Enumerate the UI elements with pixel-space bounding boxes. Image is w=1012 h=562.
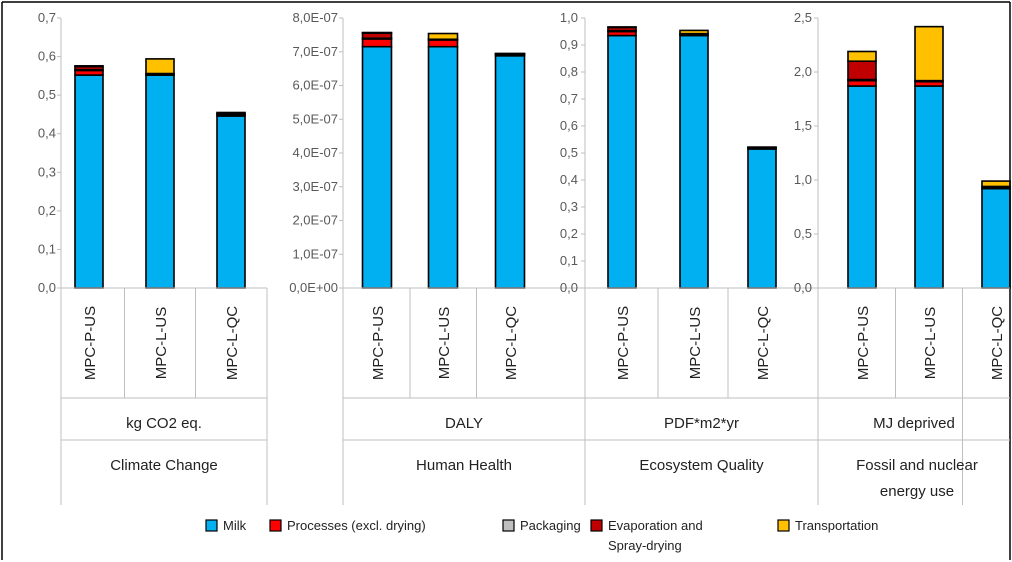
unit-label: kg CO2 eq. <box>126 415 202 432</box>
y-tick-label: 0,5 <box>794 226 812 241</box>
y-tick-label: 2,0E-07 <box>292 213 338 228</box>
bar-segment <box>361 45 393 289</box>
y-tick-label: 0,5 <box>560 145 578 160</box>
y-tick-label: 0,4 <box>38 126 56 141</box>
y-tick-label: 0,7 <box>560 91 578 106</box>
y-tick-label: 8,0E-07 <box>292 10 338 25</box>
y-tick-label: 0,9 <box>560 37 578 52</box>
y-tick-label: 1,5 <box>794 118 812 133</box>
section-title: Climate Change <box>110 457 218 474</box>
category-label: MPC-L-QC <box>989 306 1006 380</box>
y-tick-label: 7,0E-07 <box>292 44 338 59</box>
y-tick-label: 1,0E-07 <box>292 246 338 261</box>
legend-swatch <box>777 519 790 532</box>
legend-label: Packaging <box>520 518 581 533</box>
bar-segment <box>847 85 877 289</box>
y-tick-label: 0,3 <box>38 164 56 179</box>
category-label: MPC-P-US <box>855 306 872 380</box>
category-label: MPC-L-QC <box>503 306 520 380</box>
bar-segment <box>145 58 175 75</box>
legend-swatch <box>502 519 515 532</box>
y-tick-label: 4,0E-07 <box>292 145 338 160</box>
bar-segment <box>216 111 246 115</box>
section-title: Fossil and nuclear <box>856 457 978 474</box>
bar-segment <box>981 180 1011 188</box>
category-label: MPC-L-QC <box>755 306 772 380</box>
bar-segment <box>494 52 526 55</box>
bar-segment <box>914 25 944 82</box>
category-label: MPC-L-QC <box>224 306 241 380</box>
y-tick-label: 0,0 <box>560 280 578 295</box>
bar-segment <box>607 34 637 289</box>
bar-segment <box>981 187 1011 289</box>
y-tick-label: 0,7 <box>38 10 56 25</box>
category-label: MPC-P-US <box>82 306 99 380</box>
y-tick-label: 0,6 <box>38 49 56 64</box>
section-title: Human Health <box>416 457 512 474</box>
bar-segment <box>607 26 637 29</box>
section-title: Ecosystem Quality <box>639 457 764 474</box>
bar-segment <box>747 146 777 149</box>
y-tick-label: 3,0E-07 <box>292 179 338 194</box>
y-tick-label: 0,0E+00 <box>289 280 338 295</box>
y-tick-label: 0,0 <box>38 280 56 295</box>
unit-label: PDF*m2*yr <box>664 415 739 432</box>
y-tick-label: 0,0 <box>794 280 812 295</box>
bar-segment <box>847 79 877 87</box>
y-tick-label: 6,0E-07 <box>292 78 338 93</box>
y-tick-label: 0,2 <box>560 226 578 241</box>
y-tick-label: 1,0 <box>560 10 578 25</box>
category-label: MPC-L-US <box>922 307 939 380</box>
bar-segment <box>74 65 104 68</box>
bar-segment <box>847 50 877 62</box>
category-label: MPC-P-US <box>615 306 632 380</box>
bar-segment <box>427 32 459 41</box>
bar-segment <box>847 60 877 81</box>
y-tick-label: 1,0 <box>794 172 812 187</box>
bar-segment <box>494 54 526 289</box>
section-title-line2: energy use <box>880 483 954 500</box>
y-tick-label: 5,0E-07 <box>292 111 338 126</box>
y-tick-label: 0,6 <box>560 118 578 133</box>
y-tick-label: 0,5 <box>38 87 56 102</box>
legend-swatch <box>205 519 218 532</box>
legend-swatch <box>269 519 282 532</box>
legend-label: Evaporation and <box>608 518 703 533</box>
y-tick-label: 2,0 <box>794 64 812 79</box>
bar-segment <box>679 34 709 289</box>
bar-segment <box>74 74 104 289</box>
y-tick-label: 0,3 <box>560 199 578 214</box>
bar-segment <box>216 115 246 289</box>
category-label: MPC-L-US <box>436 307 453 380</box>
category-label: MPC-L-US <box>687 307 704 380</box>
bar-segment <box>679 29 709 35</box>
bar-segment <box>747 148 777 289</box>
y-tick-label: 0,2 <box>38 203 56 218</box>
legend-swatch <box>590 519 603 532</box>
unit-label: DALY <box>445 415 483 432</box>
bar-segment <box>145 74 175 289</box>
category-label: MPC-P-US <box>370 306 387 380</box>
legend-label: Transportation <box>795 518 878 533</box>
y-tick-label: 0,8 <box>560 64 578 79</box>
bar-segment <box>427 45 459 289</box>
unit-label: MJ deprived <box>873 415 955 432</box>
y-tick-label: 0,1 <box>38 241 56 256</box>
y-tick-label: 2,5 <box>794 10 812 25</box>
category-label: MPC-L-US <box>153 307 170 380</box>
bar-segment <box>361 31 393 34</box>
bar-segment <box>914 85 944 289</box>
bar-segment <box>361 38 393 48</box>
legend-label-line2: Spray-drying <box>608 538 682 553</box>
y-tick-label: 0,1 <box>560 253 578 268</box>
legend-label: Milk <box>223 518 247 533</box>
y-tick-label: 0,4 <box>560 172 578 187</box>
bar-segment <box>427 39 459 48</box>
legend-label: Processes (excl. drying) <box>287 518 426 533</box>
